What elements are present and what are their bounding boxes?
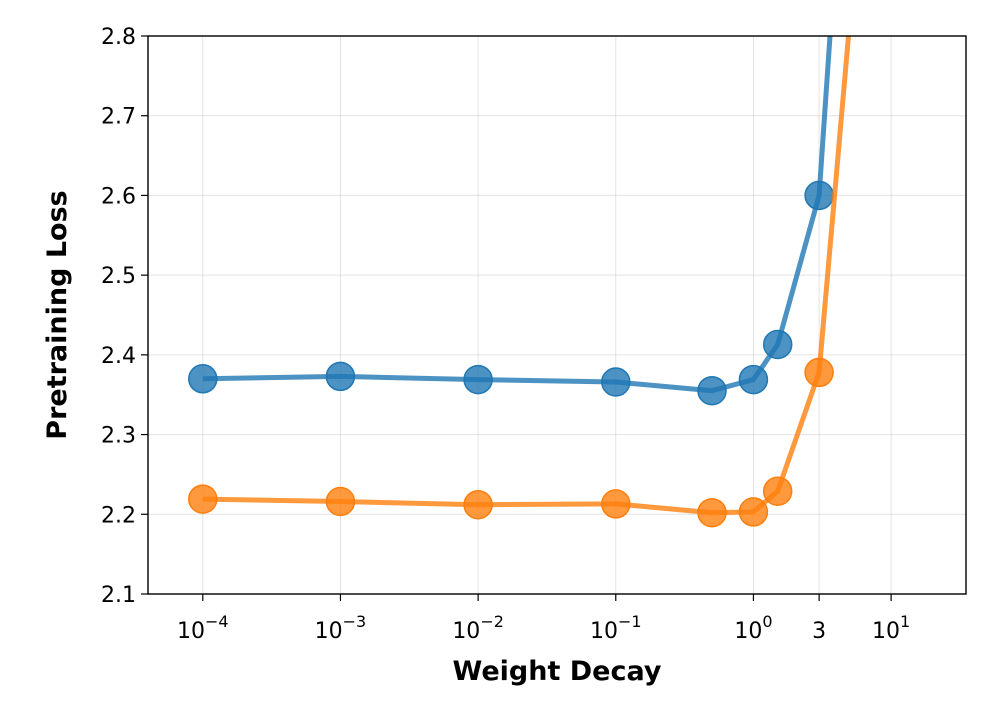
x-tick-label: 10−3 [315, 612, 367, 644]
x-tick-label: 10−4 [177, 612, 229, 644]
data-point [738, 497, 769, 527]
data-point [188, 484, 218, 514]
x-tick-label: 101 [872, 612, 910, 644]
data-point [762, 329, 793, 360]
y-tick-label: 2.3 [101, 424, 136, 449]
x-tick-label: 100 [734, 612, 772, 644]
data-point [188, 364, 218, 394]
data-point [804, 357, 834, 388]
y-tick-label: 2.5 [101, 264, 136, 289]
data-point [601, 489, 631, 519]
series-line [202, 36, 833, 394]
y-tick-label: 2.4 [101, 344, 136, 369]
x-axis-label: Weight Decay [453, 656, 662, 687]
y-axis-label: Pretraining Loss [42, 190, 73, 439]
series-layer [188, 36, 851, 528]
plot-frame [147, 35, 967, 595]
y-tick-label: 2.2 [101, 503, 136, 528]
data-point [325, 361, 356, 392]
data-point [804, 180, 834, 211]
data-point [601, 367, 631, 397]
series-1 [188, 36, 834, 406]
y-tick-label: 2.6 [101, 184, 136, 209]
x-tick-label: 3 [812, 619, 826, 644]
y-tick-label: 2.1 [101, 583, 136, 608]
x-tick-label: 10−2 [452, 612, 504, 644]
data-point [463, 364, 493, 395]
y-tick-label: 2.7 [101, 105, 136, 130]
data-point [762, 476, 793, 506]
data-point [697, 497, 727, 528]
data-point [738, 364, 769, 395]
data-point [697, 375, 727, 406]
y-tick-label: 2.8 [101, 25, 136, 50]
series-line [202, 36, 851, 516]
series-2 [188, 36, 851, 528]
ticks: 2.1 2.2 2.3 2.4 2.5 2.6 2.7 2.8 10−4 10−3 10−2 10−1… [101, 25, 910, 644]
x-tick-label: 10−1 [590, 612, 642, 644]
data-point [463, 489, 493, 520]
data-point [325, 486, 356, 517]
